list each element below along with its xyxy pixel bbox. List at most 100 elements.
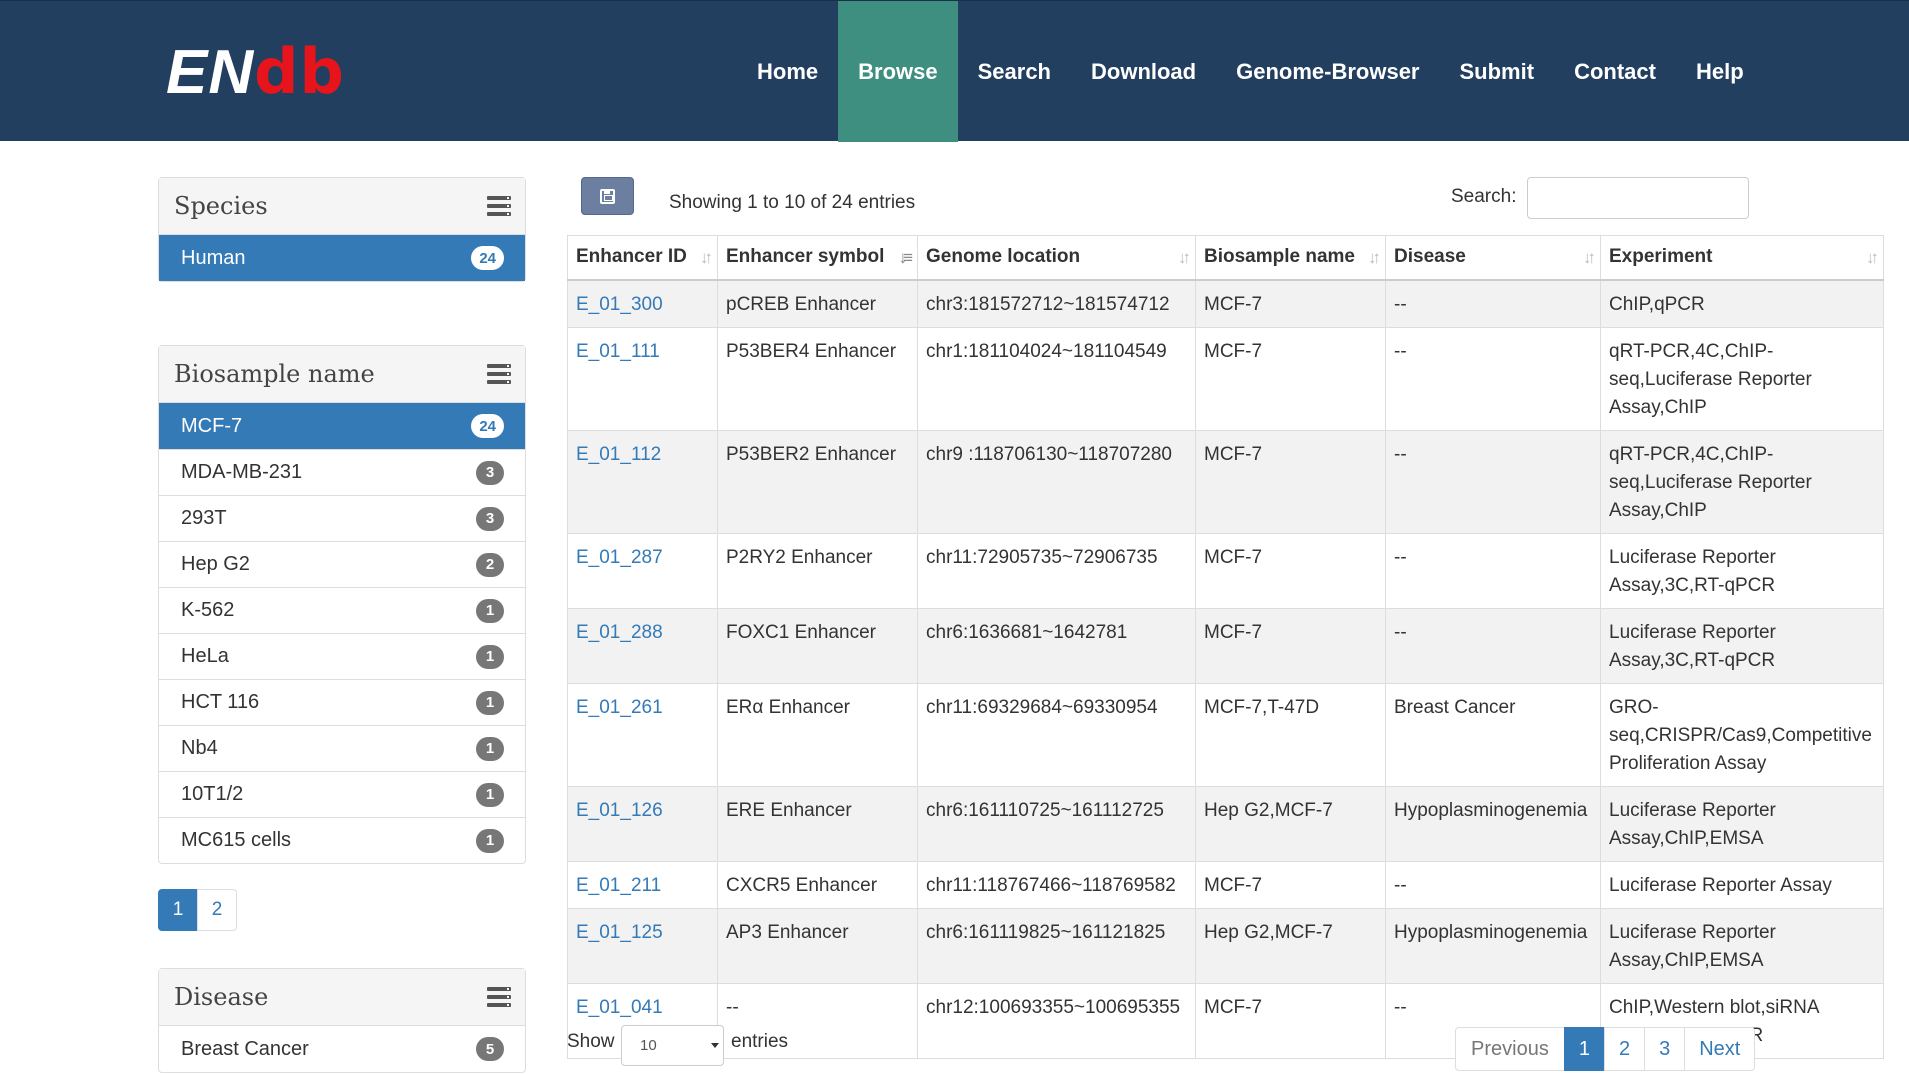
biosample-item-label: HCT 116	[181, 691, 260, 713]
column-header-label: Genome location	[926, 246, 1081, 267]
enhancer-id-link[interactable]: E_01_112	[576, 443, 662, 465]
biosample-item[interactable]: 10T1/2 1	[159, 771, 525, 817]
page-2-button[interactable]: 2	[1603, 1027, 1646, 1071]
table-cell: --	[1385, 607, 1601, 684]
table-cell: chr6:1636681~1642781	[917, 607, 1196, 684]
table-cell: Luciferase Reporter Assay,ChIP,EMSA	[1600, 907, 1884, 984]
column-header[interactable]: Disease ↓↑	[1385, 235, 1601, 281]
previous-page-button[interactable]: Previous	[1455, 1027, 1565, 1071]
table-cell: chr9 :118706130~118707280	[917, 429, 1196, 534]
biosample-item[interactable]: 293T 3	[159, 495, 525, 541]
next-page-button[interactable]: Next	[1684, 1027, 1756, 1071]
biosample-item[interactable]: K-562 1	[159, 587, 525, 633]
cell-text: --	[1394, 443, 1407, 465]
enhancer-id-link[interactable]: E_01_211	[576, 874, 662, 896]
enhancer-id-link[interactable]: E_01_126	[576, 799, 663, 821]
save-button[interactable]	[581, 177, 634, 215]
species-panel-heading: Species	[159, 178, 525, 235]
column-header[interactable]: Biosample name ↓↑	[1195, 235, 1386, 281]
table-cell: MCF-7,T-47D	[1195, 682, 1386, 787]
page-1-button[interactable]: 1	[1563, 1027, 1605, 1071]
table-cell: AP3 Enhancer	[717, 907, 918, 984]
cell-text: chr6:161110725~161112725	[926, 799, 1164, 821]
biosample-item[interactable]: MCF-7 24	[159, 403, 525, 449]
biosample-item[interactable]: MDA-MB-231 3	[159, 449, 525, 495]
nav-submit[interactable]: Submit	[1459, 58, 1535, 84]
enhancer-id-link[interactable]: E_01_287	[576, 546, 663, 568]
search-input[interactable]	[1527, 177, 1749, 219]
cell-text: Luciferase Reporter Assay,ChIP,EMSA	[1609, 799, 1776, 849]
nav-genome-browser[interactable]: Genome-Browser	[1236, 58, 1420, 84]
enhancer-id-link[interactable]: E_01_288	[576, 621, 663, 643]
biosample-item[interactable]: HCT 116 1	[159, 679, 525, 725]
biosample-item[interactable]: Nb4 1	[159, 725, 525, 771]
table-cell: --	[717, 982, 918, 1059]
biosample-item-label: MCF-7	[181, 414, 243, 437]
enhancer-id-link[interactable]: E_01_041	[576, 996, 663, 1018]
entries-per-page-select[interactable]: 10	[621, 1025, 724, 1066]
count-badge: 3	[476, 506, 504, 531]
sort-icon: ↓↑	[1866, 248, 1879, 267]
cell-text: Hep G2,MCF-7	[1204, 921, 1333, 943]
site-logo[interactable]: ENdb	[166, 35, 345, 108]
table-cell: qRT-PCR,4C,ChIP-seq,Luciferase Reporter …	[1600, 429, 1884, 534]
column-header[interactable]: Enhancer symbol ↓≡	[717, 235, 918, 281]
cell-text: --	[1394, 340, 1407, 362]
cell-text: --	[726, 996, 739, 1018]
cell-text: chr6:1636681~1642781	[926, 621, 1128, 643]
column-header[interactable]: Experiment ↓↑	[1600, 235, 1884, 281]
cell-text: ERE Enhancer	[726, 799, 852, 821]
disease-panel-heading: Disease	[159, 969, 525, 1026]
biosample-page-2[interactable]: 2	[197, 889, 237, 931]
list-icon	[487, 196, 511, 216]
biosample-list: MCF-7 24 MDA-MB-231 3 293T 3 Hep G2 2 K-562 1 HeLa…	[159, 403, 525, 863]
cell-text: MCF-7	[1204, 874, 1263, 896]
table-cell: E_01_261	[567, 682, 718, 787]
sort-icon: ↓↑	[700, 248, 713, 267]
nav-contact[interactable]: Contact	[1574, 58, 1656, 84]
biosample-page-1[interactable]: 1	[158, 889, 198, 931]
disease-panel: Disease Breast Cancer 5	[158, 968, 526, 1073]
cell-text: AP3 Enhancer	[726, 921, 849, 943]
disease-panel-title: Disease	[174, 983, 269, 1011]
cell-text: MCF-7	[1204, 340, 1263, 362]
biosample-panel: Biosample name MCF-7 24 MDA-MB-231 3 293T 3 He…	[158, 345, 526, 864]
biosample-item[interactable]: HeLa 1	[159, 633, 525, 679]
table-cell: chr3:181572712~181574712	[917, 279, 1196, 328]
count-badge: 24	[471, 414, 504, 438]
cell-text: chr11:69329684~69330954	[926, 696, 1158, 718]
enhancer-id-link[interactable]: E_01_125	[576, 921, 663, 943]
enhancer-id-link[interactable]: E_01_111	[576, 340, 660, 362]
biosample-item[interactable]: Hep G2 2	[159, 541, 525, 587]
table-header-row: Enhancer ID ↓↑ Enhancer symbol ↓≡ Genome loc…	[567, 235, 1884, 281]
biosample-item[interactable]: MC615 cells 1	[159, 817, 525, 863]
nav-download[interactable]: Download	[1091, 58, 1197, 84]
disease-item[interactable]: Breast Cancer 5	[159, 1026, 525, 1072]
nav-browse[interactable]: Browse	[838, 1, 958, 142]
column-header[interactable]: Enhancer ID ↓↑	[567, 235, 718, 281]
nav-search[interactable]: Search	[977, 58, 1051, 84]
table-cell: ERE Enhancer	[717, 785, 918, 862]
column-header[interactable]: Genome location ↓↑	[917, 235, 1196, 281]
list-icon	[487, 364, 511, 384]
table-cell: chr11:72905735~72906735	[917, 532, 1196, 609]
cell-text: Hypoplasminogenemia	[1394, 799, 1588, 821]
sort-icon: ↓↑	[1178, 248, 1191, 267]
biosample-item-label: Hep G2	[181, 553, 250, 575]
count-badge: 1	[476, 644, 504, 669]
table-row: E_01_125 AP3 Enhancer chr6:161119825~16112…	[567, 907, 1884, 984]
table-cell: MCF-7	[1195, 532, 1386, 609]
enhancer-id-link[interactable]: E_01_300	[576, 293, 663, 315]
cell-text: chr1:181104024~181104549	[926, 340, 1167, 362]
cell-text: MCF-7,T-47D	[1204, 696, 1320, 718]
species-item[interactable]: Human 24	[159, 235, 525, 281]
cell-text: P53BER2 Enhancer	[726, 443, 897, 465]
table-cell: Luciferase Reporter Assay,3C,RT-qPCR	[1600, 607, 1884, 684]
nav-help[interactable]: Help	[1695, 58, 1744, 84]
page-3-button[interactable]: 3	[1644, 1027, 1686, 1071]
cell-text: --	[1394, 621, 1407, 643]
table-cell: P53BER4 Enhancer	[717, 326, 918, 431]
nav-home[interactable]: Home	[757, 58, 819, 84]
enhancer-id-link[interactable]: E_01_261	[576, 696, 663, 718]
cell-text: chr9 :118706130~118707280	[926, 443, 1172, 465]
